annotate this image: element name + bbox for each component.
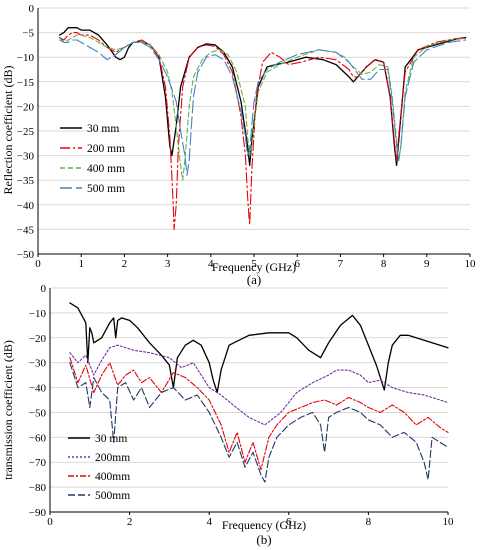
x-tick-label: 10 <box>443 516 455 528</box>
series-line <box>69 344 449 426</box>
y-tick-label: −40 <box>29 383 47 395</box>
legend-label: 400 mm <box>87 163 125 175</box>
transmission-chart: 0 2 4 6 8 10 0 −10 −20 −30 −40 −50 −60 −70 −80 −90 30 … <box>1 283 454 547</box>
x-tick-label: 8 <box>366 516 372 528</box>
y-tick-label: 0 <box>41 283 47 295</box>
y-tick-label: −20 <box>17 101 35 113</box>
y-tick-label: −15 <box>17 77 35 89</box>
legend-label: 200mm <box>95 452 130 464</box>
x-tick-label: 4 <box>206 516 212 528</box>
legend-label: 30 mm <box>87 123 119 135</box>
x-tick-label: 3 <box>165 258 171 270</box>
y-tick-label: −80 <box>29 482 47 494</box>
y-tick-label: −40 <box>17 200 35 212</box>
series-line <box>59 34 467 181</box>
legend-label: 200 mm <box>87 143 125 155</box>
y-axis-title: transmission coefficient (dB) <box>1 340 15 480</box>
y-tick-label: −60 <box>29 432 47 444</box>
y-tick-label: −50 <box>29 407 47 419</box>
x-tick-label: 5 <box>251 258 257 270</box>
y-axis-title: Reflection coefficient (dB) <box>1 65 15 194</box>
x-tick-label: 1 <box>78 258 84 270</box>
x-tick-label: 8 <box>381 258 387 270</box>
chart-caption: (b) <box>256 532 271 547</box>
y-tick-label: −10 <box>29 308 47 320</box>
x-tick-label: 10 <box>465 258 477 270</box>
y-tick-label: 0 <box>29 3 35 15</box>
y-tick-label: −10 <box>17 52 35 64</box>
x-tick-label: 9 <box>424 258 430 270</box>
y-tick-label: −30 <box>29 358 47 370</box>
y-tick-label: −25 <box>17 126 35 138</box>
series-line <box>59 32 467 230</box>
legend-label: 400mm <box>95 471 130 483</box>
y-tick-label: −70 <box>29 457 47 469</box>
x-tick-label: 4 <box>208 258 214 270</box>
y-tick-label: −90 <box>29 507 47 519</box>
reflection-chart: 0 1 2 3 4 5 6 7 8 9 10 0 −5 −10 −15 −20 −25 −30 −35 −40 −45… <box>1 3 476 287</box>
x-tick-label: 2 <box>122 258 128 270</box>
chart-caption: (a) <box>247 272 261 287</box>
x-tick-label: 0 <box>47 516 53 528</box>
y-tick-label: −45 <box>17 224 35 236</box>
legend-label: 30 mm <box>95 433 127 445</box>
series-line <box>69 362 449 483</box>
x-tick-label: 2 <box>127 516 133 528</box>
x-tick-label: 0 <box>35 258 41 270</box>
legend-label: 500 mm <box>87 183 125 195</box>
x-tick-label: 6 <box>294 258 300 270</box>
legend-label: 500mm <box>95 490 130 502</box>
y-tick-label: −20 <box>29 333 47 345</box>
y-tick-label: −35 <box>17 175 35 187</box>
x-tick-label: 7 <box>338 258 344 270</box>
x-tick-label: 6 <box>286 516 292 528</box>
y-tick-label: −50 <box>17 249 35 261</box>
series-line <box>59 36 467 176</box>
y-tick-label: −5 <box>22 28 34 40</box>
series-line <box>69 302 449 394</box>
series-line <box>69 357 449 471</box>
x-axis-title: Frequency (GHz) <box>212 260 296 274</box>
x-axis-title: Frequency (GHz) <box>222 518 306 532</box>
y-tick-label: −30 <box>17 151 35 163</box>
